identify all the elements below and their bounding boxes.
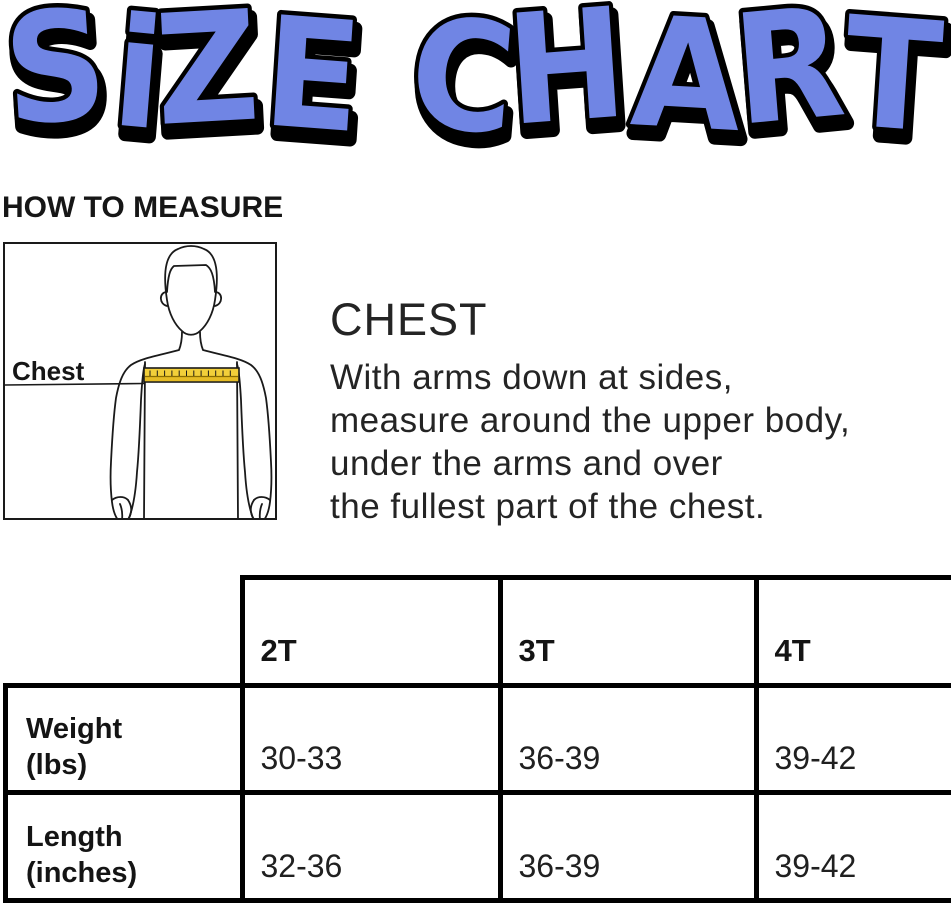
chest-figure-label: Chest — [12, 356, 85, 386]
table-row-weight: Weight (lbs) 30-33 36-39 39-42 — [3, 683, 951, 795]
page-title-art: SiZE CHART SiZE CHART — [0, 0, 951, 185]
length-3t-value: 36-39 — [497, 790, 759, 903]
col-header-4t: 4T — [753, 575, 951, 688]
row-label-length: Length (inches) — [3, 790, 245, 903]
size-table: 2T 3T 4T Weight (lbs) 30-33 36-39 39-42 … — [3, 575, 951, 903]
weight-2t-value: 30-33 — [239, 683, 503, 795]
col-header-3t: 3T — [497, 575, 759, 688]
col-header-2t: 2T — [239, 575, 503, 688]
measurement-figure: Chest — [3, 242, 277, 520]
chest-pointer-line — [4, 382, 145, 386]
weight-3t-value: 36-39 — [497, 683, 759, 795]
page-title-shadow: SiZE CHART — [1, 0, 950, 178]
how-to-measure-heading: HOW TO MEASURE — [2, 191, 284, 224]
length-2t-value: 32-36 — [239, 790, 503, 903]
length-4t-value: 39-42 — [753, 790, 951, 903]
tape-measure-icon — [143, 367, 240, 383]
row-label-weight: Weight (lbs) — [3, 683, 245, 795]
corner-empty-cell — [5, 577, 242, 686]
table-row-length: Length (inches) 32-36 36-39 39-42 — [3, 790, 951, 903]
page-title: SiZE CHART — [0, 0, 948, 169]
weight-4t-value: 39-42 — [753, 683, 951, 795]
table-header-row: 2T 3T 4T — [5, 575, 951, 688]
chest-description: With arms down at sides, measure around … — [330, 358, 851, 526]
chest-heading: CHEST — [330, 294, 488, 345]
person-illustration — [109, 245, 273, 520]
chest-section: CHEST With arms down at sides, measure a… — [330, 294, 951, 528]
